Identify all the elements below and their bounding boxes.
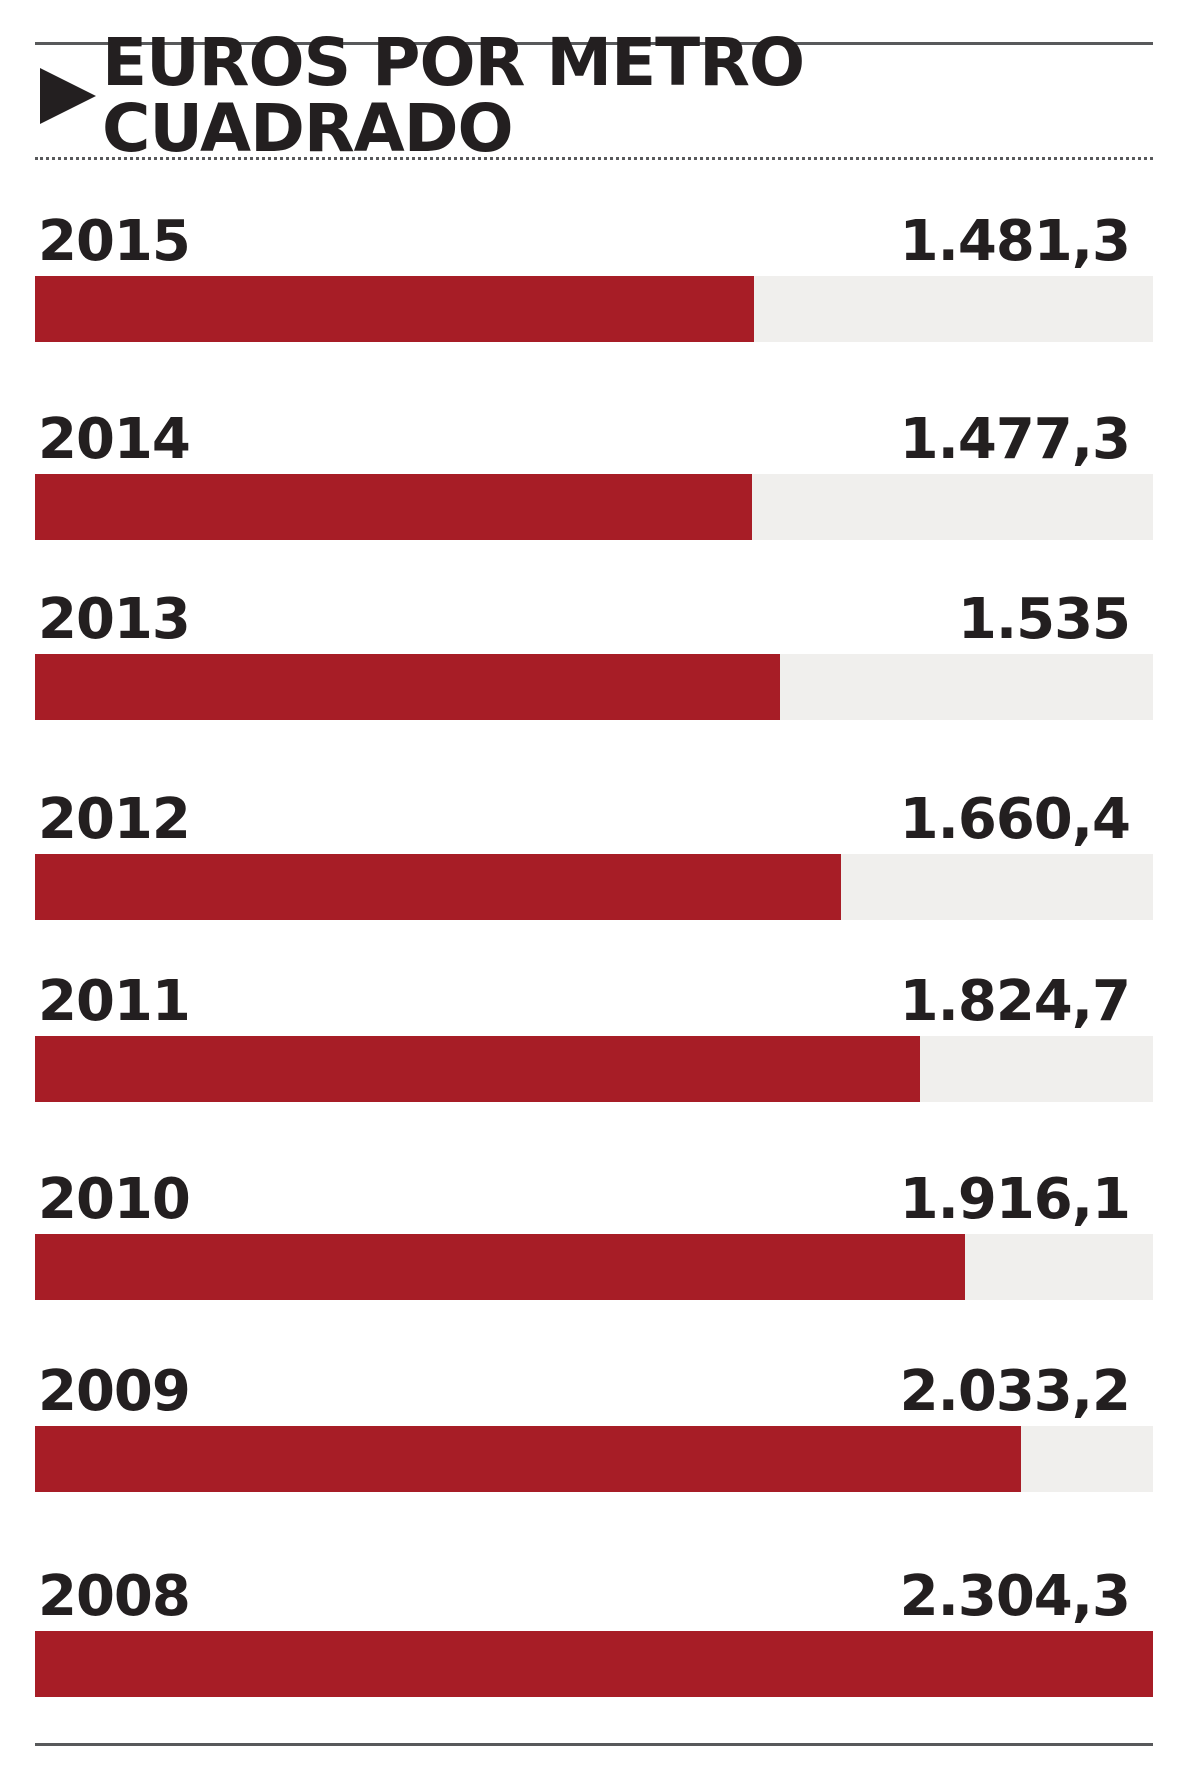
bar-track [35, 474, 1153, 540]
value-label: 2.304,3 [899, 1564, 1131, 1629]
year-label: 2009 [38, 1359, 191, 1424]
chart-title: EUROS POR METRO CUADRADO [102, 24, 805, 167]
bar-track [35, 1036, 1153, 1102]
bar [35, 474, 752, 540]
bar [35, 1631, 1153, 1697]
bar [35, 854, 841, 920]
bar [35, 1234, 965, 1300]
year-label: 2008 [38, 1564, 191, 1629]
bar [35, 1036, 920, 1102]
year-label: 2015 [38, 209, 191, 274]
bar [35, 654, 780, 720]
value-label: 1.477,3 [899, 407, 1131, 472]
bar-row-2015: 2015 1.481,3 [35, 212, 1153, 352]
year-label: 2012 [38, 787, 191, 852]
bar-row-2013: 2013 1.535 [35, 590, 1153, 730]
bar-row-2011: 2011 1.824,7 [35, 972, 1153, 1112]
bar-track [35, 1631, 1153, 1697]
value-label: 2.033,2 [899, 1359, 1131, 1424]
year-label: 2014 [38, 407, 191, 472]
bar-row-2010: 2010 1.916,1 [35, 1170, 1153, 1310]
dotted-divider [35, 157, 1153, 160]
year-label: 2011 [38, 969, 191, 1034]
bar-row-2009: 2009 2.033,2 [35, 1362, 1153, 1502]
value-label: 1.660,4 [899, 787, 1131, 852]
chart-header: EUROS POR METRO CUADRADO [40, 30, 1200, 162]
bar-row-2014: 2014 1.477,3 [35, 410, 1153, 550]
top-rule [35, 42, 1153, 45]
value-label: 1.535 [957, 587, 1131, 652]
value-label: 1.916,1 [899, 1167, 1131, 1232]
value-label: 1.481,3 [899, 209, 1131, 274]
bar-track [35, 654, 1153, 720]
bottom-rule [35, 1743, 1153, 1746]
play-arrow-icon [40, 68, 96, 124]
bar-row-2012: 2012 1.660,4 [35, 790, 1153, 930]
bar-row-2008: 2008 2.304,3 [35, 1567, 1153, 1707]
bar [35, 276, 754, 342]
year-label: 2013 [38, 587, 191, 652]
bar-track [35, 854, 1153, 920]
bar [35, 1426, 1021, 1492]
bar-track [35, 1234, 1153, 1300]
value-label: 1.824,7 [899, 969, 1131, 1034]
bar-track [35, 276, 1153, 342]
year-label: 2010 [38, 1167, 191, 1232]
bar-track [35, 1426, 1153, 1492]
